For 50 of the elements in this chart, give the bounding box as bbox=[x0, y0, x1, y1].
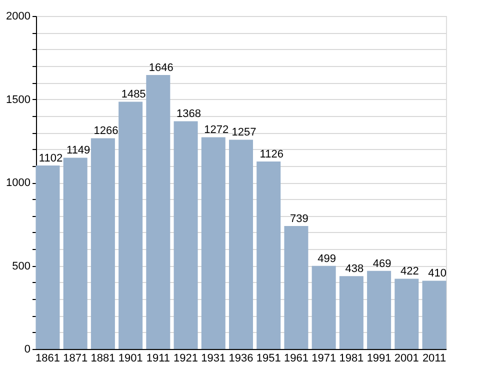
bar bbox=[284, 226, 308, 349]
x-tick-label: 1861 bbox=[35, 352, 60, 364]
data-label: 1149 bbox=[66, 144, 90, 157]
data-label: 499 bbox=[318, 252, 336, 265]
data-label: 1126 bbox=[260, 148, 284, 161]
bar bbox=[36, 166, 60, 349]
x-tick-label: 1961 bbox=[284, 352, 308, 364]
bar bbox=[422, 280, 446, 349]
y-tick-label: 2000 bbox=[6, 10, 30, 22]
data-label: 1485 bbox=[121, 88, 146, 101]
data-label: 1257 bbox=[232, 126, 256, 139]
x-tick-label: 1951 bbox=[256, 352, 281, 364]
data-label: 438 bbox=[345, 263, 364, 276]
bar bbox=[256, 162, 281, 349]
x-tick-label: 2001 bbox=[394, 352, 419, 364]
data-label: 469 bbox=[372, 258, 392, 270]
bar bbox=[174, 121, 198, 349]
y-tick-label: 1000 bbox=[6, 177, 30, 189]
bar bbox=[339, 276, 364, 349]
bar bbox=[118, 102, 143, 349]
data-label: 410 bbox=[428, 268, 446, 280]
data-label: 739 bbox=[290, 212, 308, 225]
data-label: 1368 bbox=[176, 108, 202, 120]
x-tick-label: 1921 bbox=[174, 352, 198, 364]
x-tick-label: 1981 bbox=[339, 352, 364, 364]
x-tick-label: 1901 bbox=[118, 352, 143, 364]
x-tick-label: 1911 bbox=[146, 352, 170, 364]
data-label: 1272 bbox=[204, 124, 229, 136]
bar bbox=[63, 158, 88, 349]
y-tick-label: 500 bbox=[12, 260, 30, 272]
data-label: 1646 bbox=[148, 62, 174, 74]
y-tick-label: 0 bbox=[24, 344, 30, 356]
bar bbox=[201, 137, 226, 349]
data-label: 1266 bbox=[94, 125, 118, 138]
y-tick-label: 1500 bbox=[6, 94, 30, 106]
x-tick-label: 1881 bbox=[90, 352, 116, 364]
x-tick-label: 2011 bbox=[422, 352, 446, 364]
bar bbox=[367, 270, 392, 349]
bar bbox=[90, 138, 115, 349]
x-tick-label: 1936 bbox=[228, 352, 254, 364]
bar bbox=[146, 74, 170, 349]
bar bbox=[229, 140, 253, 349]
x-tick-label: 1971 bbox=[312, 352, 336, 364]
x-tick-label: 1871 bbox=[63, 352, 88, 364]
bar bbox=[394, 278, 419, 349]
data-label: 422 bbox=[400, 266, 419, 278]
bar bbox=[312, 266, 336, 349]
data-label: 1102 bbox=[38, 152, 63, 165]
x-tick-label: 1931 bbox=[201, 352, 226, 364]
x-tick-label: 1991 bbox=[366, 352, 392, 364]
